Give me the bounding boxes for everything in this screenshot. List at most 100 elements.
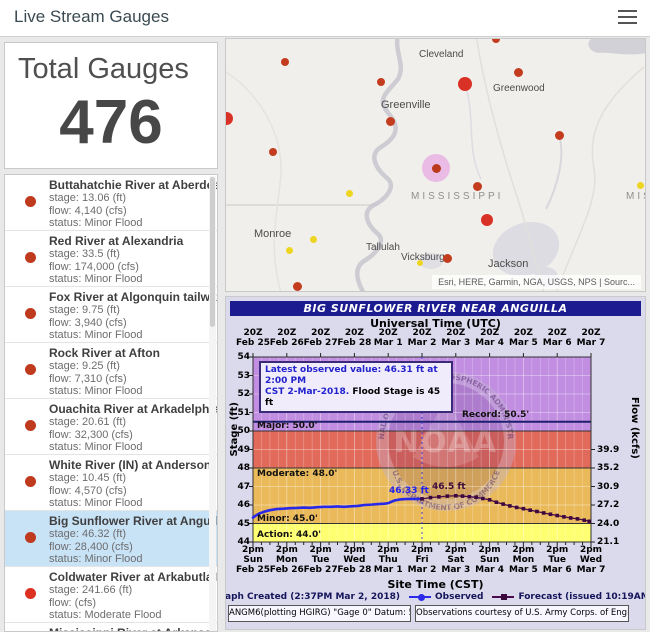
forecast-line-swatch <box>492 594 515 600</box>
site-day-tick: Fri <box>415 555 429 565</box>
utc-date-tick: Feb 25 <box>236 338 270 348</box>
flow-tick: 39.9 <box>597 444 620 455</box>
forecast-point-marker <box>582 518 587 522</box>
minor-stage-label: Minor: 45.0' <box>257 514 318 524</box>
site-date-tick: Feb 26 <box>269 565 304 575</box>
site-hour-tick: 2pm <box>444 545 467 555</box>
gauge-marker-moderate[interactable] <box>481 214 493 226</box>
forecast-point-marker <box>428 495 433 500</box>
site-hour-tick: 2pm <box>241 545 265 555</box>
site-date-tick: Mar 3 <box>441 565 471 575</box>
map-label-town: Vicksburg <box>401 252 445 263</box>
stage-tick: 49 <box>237 444 250 455</box>
forecast-point-marker <box>487 498 492 502</box>
gauge-status: status: Moderate Flood <box>49 609 162 622</box>
gauge-marker-minor[interactable] <box>472 181 482 191</box>
forecast-point-marker <box>541 511 546 515</box>
forecast-point-marker <box>575 517 580 521</box>
site-date-tick: Feb 25 <box>236 565 270 575</box>
list-scrollbar[interactable] <box>209 176 216 631</box>
gauge-flow: flow: 4,570 (cfs) <box>49 484 127 497</box>
site-date-tick: Mar 4 <box>475 565 505 575</box>
site-date-tick: Mar 5 <box>508 565 538 575</box>
stage-tick: 53 <box>237 370 250 381</box>
gauge-status-dot-icon <box>25 476 36 487</box>
note-line2-time: CST 2-Mar-2018. <box>265 387 350 397</box>
gauge-marker-minor[interactable] <box>554 130 564 140</box>
gauge-name: Mississippi River at Arkansas City <box>49 627 217 632</box>
gauge-name: Coldwater River at Arkabutla Dam <box>49 570 217 584</box>
gauge-list-item[interactable]: Buttahatchie River at Aberdeen stage: 13.… <box>5 175 217 231</box>
forecast-point-marker <box>568 516 573 520</box>
gauge-marker-minor[interactable] <box>513 67 523 77</box>
utc-date-tick: Mar 7 <box>576 338 606 348</box>
total-gauges-count: 476 <box>59 88 163 157</box>
site-day-tick: Sun <box>243 555 263 565</box>
record-stage-label: Record: 50.5' <box>462 410 530 420</box>
gauge-marker-selected[interactable] <box>431 163 441 173</box>
legend-observed: Observed <box>435 592 484 602</box>
gauge-list-item[interactable]: White River (IN) at Anderson stage: 10.45… <box>5 455 217 511</box>
gauge-status: status: Minor Flood <box>49 385 143 398</box>
gauge-status: status: Minor Flood <box>49 497 143 510</box>
site-day-tick: Tue <box>548 555 567 565</box>
list-scrollbar-thumb[interactable] <box>210 177 215 327</box>
map-attribution: Esri, HERE, Garmin, NGA, USGS, NPS | Sou… <box>432 275 641 289</box>
utc-hour-tick: 20Z <box>412 328 432 338</box>
gauge-marker-minor[interactable] <box>292 281 302 291</box>
gauge-marker-action[interactable] <box>285 246 293 254</box>
gauge-status-dot-icon <box>25 364 36 375</box>
gauge-list-item[interactable]: Ouachita River at Arkadelphia stage: 20.6… <box>5 399 217 455</box>
site-day-tick: Sun <box>479 555 500 565</box>
gauge-list-item[interactable]: Fox River at Algonquin tailwater stage: 9… <box>5 287 217 343</box>
gauge-list-item[interactable]: Rock River at Afton stage: 9.25 (ft) flow:… <box>5 343 217 399</box>
gauge-marker-minor[interactable] <box>281 58 289 66</box>
observations-courtesy-note: Observations courtesy of U.S. Army Corps… <box>415 605 629 622</box>
map-label-town: Tallulah <box>366 242 400 253</box>
gauge-status-dot-icon <box>25 588 36 599</box>
site-hour-tick: 2pm <box>275 545 298 555</box>
observed-line-swatch <box>409 593 432 601</box>
hamburger-menu-icon[interactable] <box>618 10 637 25</box>
stage-tick: 45 <box>237 518 250 529</box>
gauge-stage: stage: 20.61 (ft) <box>49 416 127 428</box>
site-hour-tick: 2pm <box>478 545 501 555</box>
gauge-name: Rock River at Afton <box>49 346 160 360</box>
gauge-status: status: Minor Flood <box>49 329 143 342</box>
flow-axis-label: Flow (kcfs) <box>629 397 640 459</box>
utc-axis-label: Universal Time (UTC) <box>370 317 501 330</box>
gauge-marker-action[interactable] <box>636 181 644 189</box>
gauge-status-dot-icon <box>25 308 36 319</box>
gauge-marker-minor[interactable] <box>269 148 277 156</box>
stage-tick: 50 <box>237 426 250 436</box>
utc-date-tick: Feb 26 <box>269 338 304 348</box>
gauge-marker-minor[interactable] <box>385 116 395 126</box>
gauge-list-item[interactable]: Coldwater River at Arkabutla Damstage: 2… <box>5 567 217 623</box>
gauge-marker-minor[interactable] <box>377 78 385 86</box>
gauge-marker-minor[interactable] <box>492 39 500 43</box>
major-stage-label: Major: 50.0' <box>257 421 318 431</box>
gauge-name: Buttahatchie River at Aberdeen <box>49 178 218 192</box>
site-day-tick: Wed <box>343 555 366 565</box>
gauge-marker-moderate[interactable] <box>458 77 472 91</box>
gauge-list-item[interactable]: Red River at Alexandria stage: 33.5 (ft) f… <box>5 231 217 287</box>
utc-hour-tick: 20Z <box>277 328 297 338</box>
gauge-marker-moderate[interactable] <box>226 111 233 125</box>
gauge-list-item[interactable]: Big Sunflower River at Anguilla stage: 46… <box>5 511 217 567</box>
map-label-city: Monroe <box>254 228 292 240</box>
gauge-marker-action[interactable] <box>309 235 317 243</box>
utc-hour-tick: 20Z <box>513 328 533 338</box>
gauge-marker-action[interactable] <box>417 260 423 266</box>
gauge-marker-minor[interactable] <box>442 253 452 263</box>
gauge-flow: flow: 174,000 (cfs) <box>49 260 139 273</box>
map-panel[interactable]: Cleveland Greenwood Greenville MISSISSIPPI M… <box>225 38 646 292</box>
forecast-point-marker <box>420 497 424 501</box>
utc-date-tick: Feb 27 <box>303 338 338 348</box>
gauge-stage: stage: 13.06 (ft) <box>49 192 127 204</box>
gauge-flow: flow: 3,940 (cfs) <box>49 316 127 329</box>
app-header: Live Stream Gauges <box>0 0 650 37</box>
gauge-list-item[interactable]: Mississippi River at Arkansas Citystage:… <box>5 623 217 632</box>
stage-tick: 52 <box>237 389 250 399</box>
gauge-marker-action[interactable] <box>345 189 353 197</box>
gauge-list-items: Buttahatchie River at Aberdeen stage: 13.… <box>5 175 217 632</box>
